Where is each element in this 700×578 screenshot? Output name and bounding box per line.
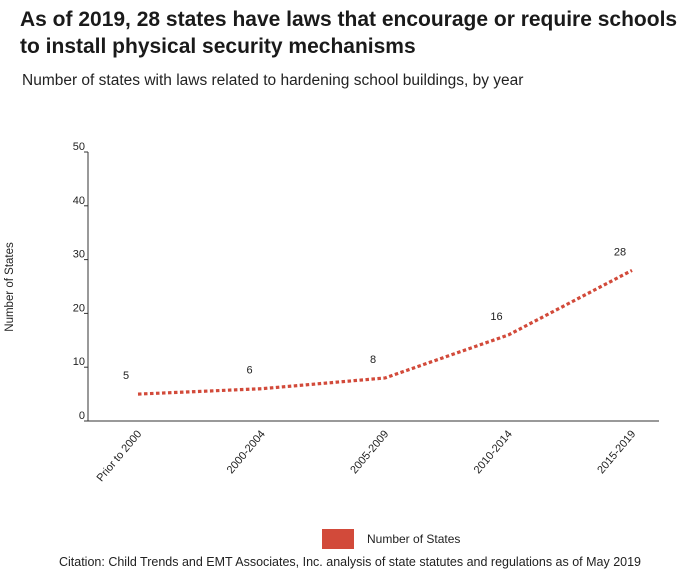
- x-tick-label: 2010-2014: [472, 428, 515, 476]
- legend-label: Number of States: [367, 532, 460, 546]
- chart-subtitle: Number of states with laws related to ha…: [22, 72, 524, 89]
- y-axis-label: Number of States: [4, 242, 16, 332]
- chart-title: As of 2019, 28 states have laws that enc…: [20, 8, 678, 58]
- legend: Number of States: [322, 529, 460, 549]
- x-tick-label: 2015-2019: [595, 428, 638, 476]
- x-ticks: Prior to 2000 2000-2004 2005-2009 2010-2014…: [95, 428, 639, 484]
- data-label: 5: [123, 370, 129, 382]
- y-ticks: 0 10 20 30 40 50: [73, 141, 88, 422]
- data-label: 28: [614, 246, 626, 258]
- data-label: 6: [246, 365, 252, 377]
- y-tick-label: 50: [73, 141, 85, 153]
- y-tick-label: 0: [79, 410, 85, 422]
- y-tick-label: 10: [73, 356, 85, 368]
- x-tick-label: 2005-2009: [348, 428, 391, 476]
- y-tick-label: 30: [73, 249, 85, 261]
- x-tick-label: 2000-2004: [225, 428, 268, 476]
- y-tick-label: 20: [73, 302, 85, 314]
- y-tick-label: 40: [73, 195, 85, 207]
- series: [137, 268, 633, 396]
- data-label: 16: [490, 311, 502, 323]
- legend-swatch: [322, 529, 354, 549]
- data-labels: 5 6 8 16 28: [123, 246, 626, 382]
- x-tick-label: Prior to 2000: [95, 428, 145, 484]
- series-line: [137, 268, 633, 396]
- data-label: 8: [370, 354, 376, 366]
- citation: Citation: Child Trends and EMT Associate…: [58, 555, 642, 569]
- axes: [87, 152, 659, 422]
